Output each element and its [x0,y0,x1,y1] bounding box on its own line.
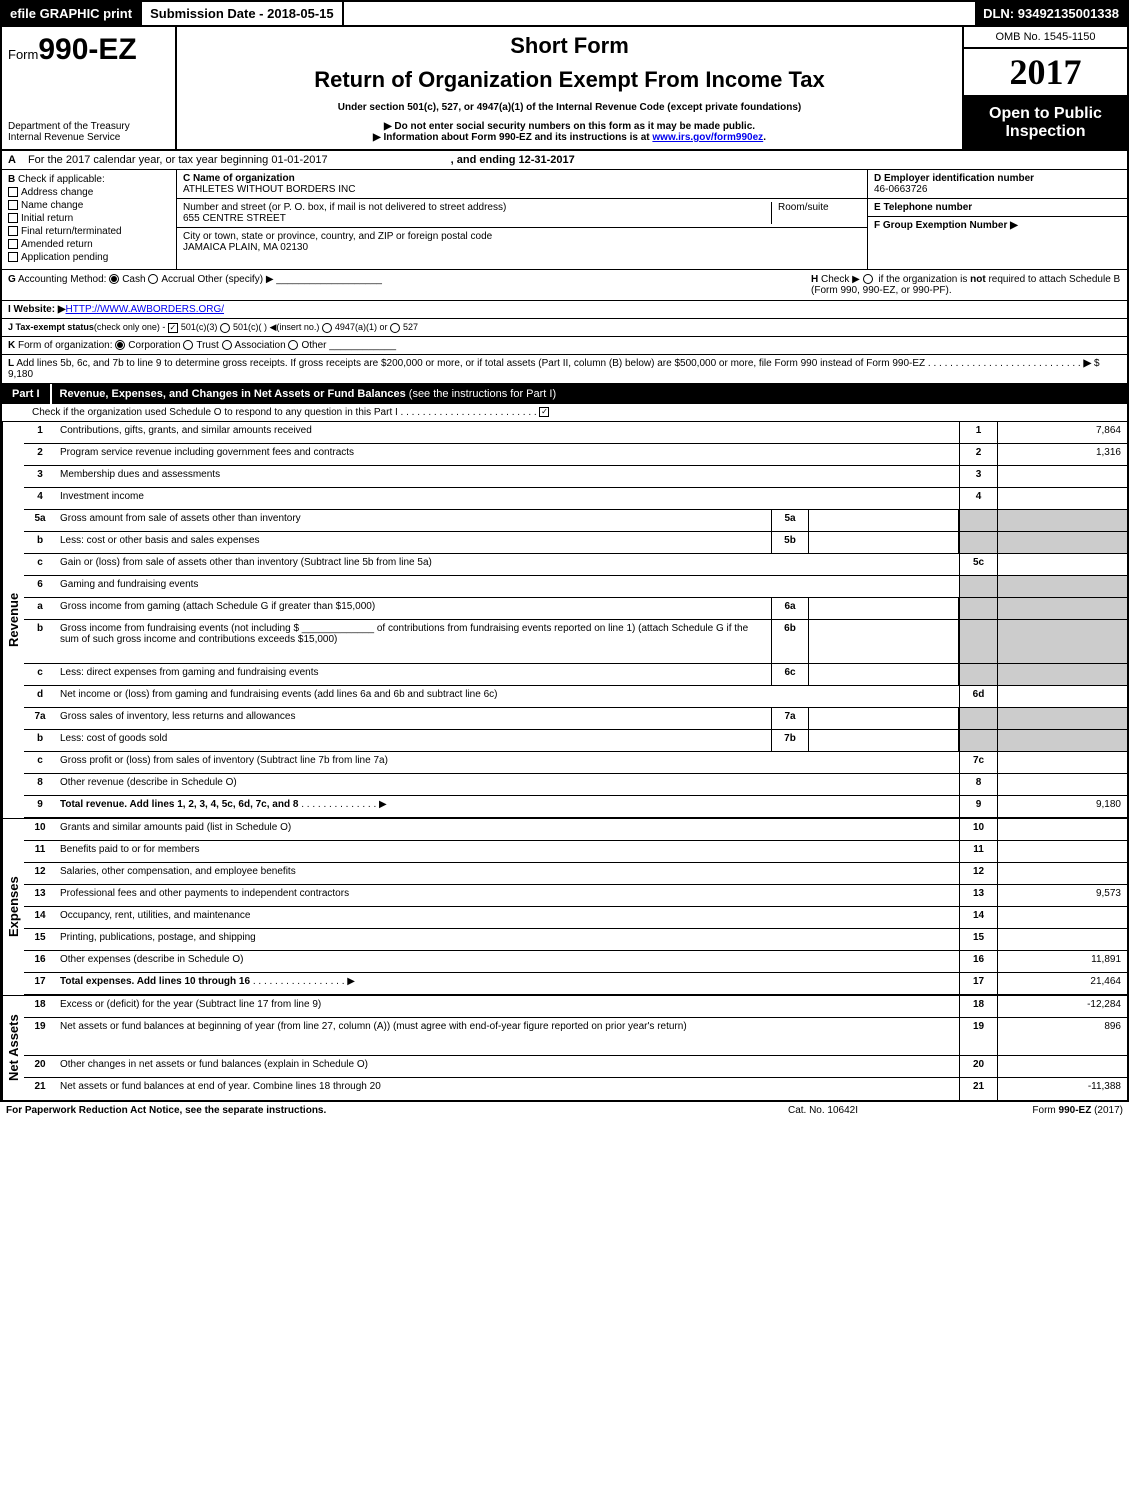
assoc-radio[interactable] [222,340,232,350]
part1-header: Part I Revenue, Expenses, and Changes in… [2,384,1127,404]
efile-label: efile GRAPHIC print [2,2,140,25]
revenue-section: Revenue 1Contributions, gifts, grants, a… [2,422,1127,818]
omb: OMB No. 1545-1150 [964,27,1127,49]
line3-value [997,466,1127,487]
header-right: OMB No. 1545-1150 2017 Open to Public In… [962,27,1127,149]
form-ref: Form 990-EZ (2017) [923,1105,1123,1116]
website-link[interactable]: HTTP://WWW.AWBORDERS.ORG/ [66,304,225,315]
expenses-section: Expenses 10Grants and similar amounts pa… [2,818,1127,995]
cash-radio[interactable] [109,274,119,284]
header-arrows: ▶ Do not enter social security numbers o… [183,121,956,143]
room-suite-label: Room/suite [771,202,861,224]
header-left: Form990-EZ Department of the Treasury In… [2,27,177,149]
topbar: efile GRAPHIC print Submission Date - 20… [2,2,1127,27]
expenses-label: Expenses [2,819,24,995]
form-number: Form990-EZ [8,33,169,67]
dept: Department of the Treasury Internal Reve… [8,121,169,143]
col-c: C Name of organization ATHLETES WITHOUT … [177,170,867,269]
line10-value [997,819,1127,840]
accrual-radio[interactable] [148,274,158,284]
line15-value [997,929,1127,950]
footer: For Paperwork Reduction Act Notice, see … [0,1102,1129,1119]
4947-radio[interactable] [322,323,332,333]
short-form-title: Short Form [183,33,956,59]
line8-value [997,774,1127,795]
row-h: H Check ▶ if the organization is not req… [811,274,1121,296]
return-title: Return of Organization Exempt From Incom… [183,67,956,93]
527-radio[interactable] [390,323,400,333]
line19-value: 896 [997,1018,1127,1055]
header: Form990-EZ Department of the Treasury In… [2,27,1127,151]
line5c-value [997,554,1127,575]
line2-value: 1,316 [997,444,1127,465]
row-i: I Website: ▶HTTP://WWW.AWBORDERS.ORG/ [2,301,1127,319]
submission-date: Submission Date - 2018-05-15 [140,2,344,25]
header-subtext: Under section 501(c), 527, or 4947(a)(1)… [183,102,956,113]
name-change-checkbox[interactable] [8,200,18,210]
addr-change-checkbox[interactable] [8,187,18,197]
line18-value: -12,284 [997,996,1127,1017]
line14-value [997,907,1127,928]
revenue-label: Revenue [2,422,24,818]
col-b: B Check if applicable: Address change Na… [2,170,177,269]
street-address: 655 CENTRE STREET [183,213,771,224]
line9-value: 9,180 [997,796,1127,817]
line4-value [997,488,1127,509]
app-pending-checkbox[interactable] [8,252,18,262]
schedule-b-checkbox[interactable] [863,274,873,284]
row-g: G Accounting Method: Cash Accrual Other … [8,274,811,296]
org-name: ATHLETES WITHOUT BORDERS INC [183,184,861,195]
row-gh: G Accounting Method: Cash Accrual Other … [2,270,1127,301]
ein: 46-0663726 [874,184,1121,195]
amended-return-checkbox[interactable] [8,239,18,249]
line13-value: 9,573 [997,885,1127,906]
line7c-value [997,752,1127,773]
line17-value: 21,464 [997,973,1127,994]
cat-no: Cat. No. 10642I [723,1105,923,1116]
dln: DLN: 93492135001338 [975,2,1127,25]
initial-return-checkbox[interactable] [8,213,18,223]
row-a: A For the 2017 calendar year, or tax yea… [2,151,1127,170]
part1-sub: Check if the organization used Schedule … [2,404,1127,422]
schedule-o-checkbox[interactable]: ✓ [539,407,549,417]
col-def: D Employer identification number 46-0663… [867,170,1127,269]
city-state-zip: JAMAICA PLAIN, MA 02130 [183,242,861,253]
open-to-public: Open to Public Inspection [964,97,1127,149]
corp-radio[interactable] [115,340,125,350]
line11-value [997,841,1127,862]
row-j: J Tax-exempt status(check only one) - ✓5… [2,319,1127,337]
netassets-section: Net Assets 18Excess or (deficit) for the… [2,995,1127,1100]
final-return-checkbox[interactable] [8,226,18,236]
trust-radio[interactable] [183,340,193,350]
line16-value: 11,891 [997,951,1127,972]
line1-value: 7,864 [997,422,1127,443]
instructions-link[interactable]: www.irs.gov/form990ez [652,132,763,143]
other-radio[interactable] [288,340,298,350]
501c-radio[interactable] [220,323,230,333]
header-mid: Short Form Return of Organization Exempt… [177,27,962,149]
tax-year: 2017 [964,49,1127,97]
form-990ez: efile GRAPHIC print Submission Date - 20… [0,0,1129,1102]
501c3-checkbox[interactable]: ✓ [168,323,178,333]
line12-value [997,863,1127,884]
netassets-label: Net Assets [2,996,24,1100]
line21-value: -11,388 [997,1078,1127,1100]
section-bcdef: B Check if applicable: Address change Na… [2,170,1127,270]
line20-value [997,1056,1127,1077]
row-l: L Add lines 5b, 6c, and 7b to line 9 to … [2,355,1127,384]
line6d-value [997,686,1127,707]
row-k: K Form of organization: Corporation Trus… [2,337,1127,355]
